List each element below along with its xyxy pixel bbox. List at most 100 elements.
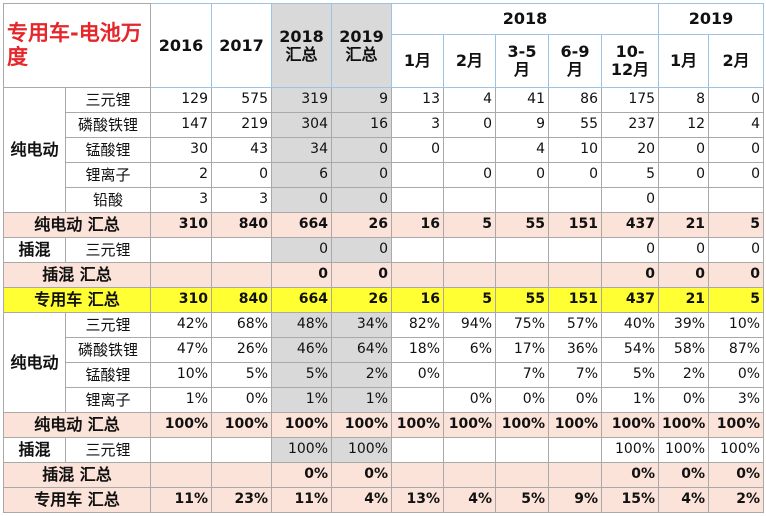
value-cell: 0 — [658, 137, 710, 163]
value-cell: 1% — [150, 387, 212, 413]
value-cell: 0 — [548, 162, 602, 188]
value-cell: 100% — [211, 412, 272, 438]
value-cell: 0 — [391, 137, 444, 163]
value-cell: 0% — [211, 387, 272, 413]
value-cell: 310 — [150, 287, 212, 313]
value-cell: 82% — [391, 312, 444, 338]
value-cell: 0 — [658, 237, 710, 263]
value-cell: 21 — [658, 212, 710, 238]
value-cell: 40% — [600, 312, 660, 338]
value-cell — [548, 262, 602, 288]
value-cell: 100% — [150, 412, 212, 438]
value-cell: 0% — [391, 362, 444, 388]
row-label: 锂离子 — [65, 387, 151, 413]
value-cell: 2% — [708, 487, 765, 513]
value-cell: 5 — [600, 162, 660, 188]
month-header: 2月 — [708, 34, 765, 88]
value-cell: 100% — [708, 412, 765, 438]
data-row: 纯电动 三元锂 42% 68% 48% 34% 82% 94% 75% 57% 40% 39% 10% — [3, 312, 765, 413]
value-cell: 175 — [600, 87, 660, 113]
value-cell: 16 — [331, 112, 392, 138]
value-cell — [548, 462, 602, 488]
value-cell — [495, 462, 549, 488]
value-cell: 5 — [443, 212, 496, 238]
month-header: 1月 — [391, 34, 444, 88]
value-cell: 4 — [708, 112, 765, 138]
value-cell: 0% — [658, 387, 710, 413]
value-cell: 100% — [495, 412, 549, 438]
value-cell: 23% — [211, 487, 272, 513]
value-cell: 7% — [495, 362, 549, 388]
value-cell: 86 — [548, 87, 602, 113]
subtotal-row: 纯电动 汇总 100% 100% 100% 100% 100% 100% 100% 100% 10… — [3, 412, 765, 438]
row-label: 纯电动 汇总 — [3, 412, 151, 438]
value-cell: 129 — [150, 87, 212, 113]
month-header: 1月 — [658, 34, 710, 88]
group-label: 纯电动 — [3, 87, 66, 213]
value-cell — [443, 237, 496, 263]
value-cell: 0 — [271, 237, 332, 263]
value-cell — [548, 187, 602, 213]
value-cell: 34 — [271, 137, 332, 163]
value-cell: 664 — [271, 212, 332, 238]
value-cell: 0 — [600, 237, 660, 263]
value-cell: 0% — [708, 462, 765, 488]
value-cell: 2 — [150, 162, 212, 188]
value-cell: 0 — [658, 262, 710, 288]
table-body: 纯电动 三元锂 129 575 319 9 13 4 41 86 175 8 0 磷酸铁锂 147 219 30… — [3, 87, 765, 513]
row-label: 纯电动 汇总 — [3, 212, 151, 238]
value-cell: 43 — [211, 137, 272, 163]
data-row: 锂离子 1% 0% 1% 1% 0% 0% 0% 1% 0% 3% — [4, 387, 765, 413]
value-cell: 100% — [600, 412, 660, 438]
value-cell: 5% — [495, 487, 549, 513]
column-header: 2018 汇总 — [271, 3, 332, 88]
value-cell: 26% — [211, 337, 272, 363]
row-label: 铅酸 — [65, 187, 151, 213]
value-cell: 57% — [548, 312, 602, 338]
row-label: 磷酸铁锂 — [65, 337, 151, 363]
value-cell: 0 — [331, 237, 392, 263]
row-label: 专用车 汇总 — [3, 287, 151, 313]
data-row: 锂离子 2 0 6 0 0 0 0 5 0 0 — [4, 162, 765, 188]
value-cell: 10% — [150, 362, 212, 388]
value-cell: 0 — [708, 237, 765, 263]
value-cell: 5 — [708, 287, 765, 313]
value-cell: 0 — [331, 137, 392, 163]
value-cell: 4% — [658, 487, 710, 513]
value-cell: 1% — [331, 387, 392, 413]
data-row: 锰酸锂 30 43 34 0 0 4 10 20 0 0 — [4, 137, 765, 163]
row-label: 锰酸锂 — [65, 362, 151, 388]
column-header: 2017 — [211, 3, 272, 88]
value-cell: 3% — [708, 387, 765, 413]
value-cell: 9% — [548, 487, 602, 513]
month-header: 2月 — [443, 34, 496, 88]
value-cell: 10 — [548, 137, 602, 163]
header-row: 专用车-电池万度 2016 2017 2018 汇总 2019 汇总 2018 2019 — [3, 3, 765, 88]
value-cell: 41 — [495, 87, 549, 113]
value-cell — [391, 437, 444, 463]
value-cell — [708, 187, 765, 213]
data-row: 插混 三元锂 0 0 0 0 0 — [3, 237, 765, 263]
value-cell: 75% — [495, 312, 549, 338]
value-cell: 5 — [443, 287, 496, 313]
value-cell: 48% — [271, 312, 332, 338]
value-cell — [443, 462, 496, 488]
value-cell: 55 — [548, 112, 602, 138]
value-cell: 3 — [391, 112, 444, 138]
value-cell: 100% — [600, 437, 660, 463]
year-header: 2019 — [658, 3, 765, 35]
value-cell: 11% — [271, 487, 332, 513]
value-cell: 840 — [211, 212, 272, 238]
value-cell: 4 — [443, 87, 496, 113]
value-cell: 7% — [548, 362, 602, 388]
value-cell: 0% — [443, 387, 496, 413]
value-cell: 0 — [708, 137, 765, 163]
value-cell: 4% — [331, 487, 392, 513]
value-cell: 2% — [658, 362, 710, 388]
value-cell: 0 — [443, 112, 496, 138]
group-label: 纯电动 — [3, 312, 66, 413]
data-row: 磷酸铁锂 47% 26% 46% 64% 18% 6% 17% 36% 54% 58% 87% — [4, 337, 765, 363]
value-cell: 21 — [658, 287, 710, 313]
value-cell: 100% — [391, 412, 444, 438]
value-cell: 0 — [331, 187, 392, 213]
